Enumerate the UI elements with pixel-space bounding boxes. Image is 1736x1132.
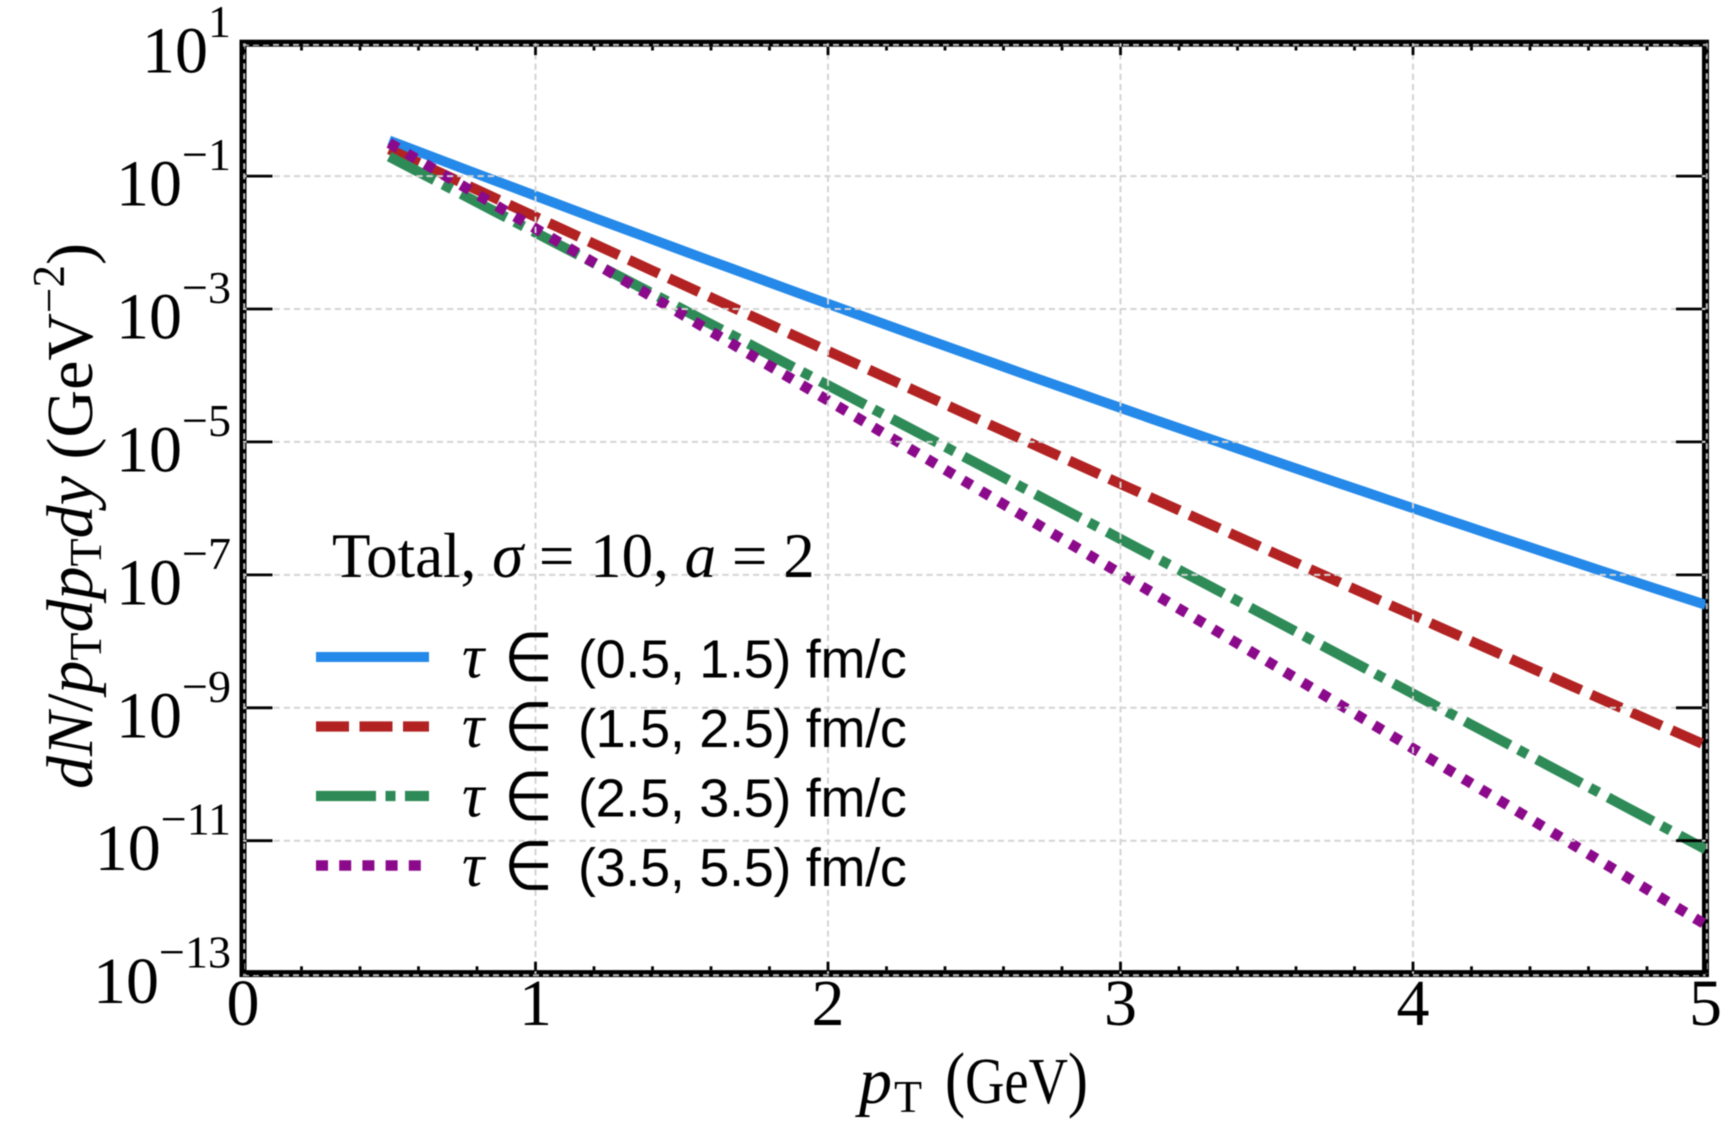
- svg-text:10−9: 10−9: [116, 661, 231, 753]
- svg-text:10−7: 10−7: [116, 528, 231, 620]
- svg-text:τ: τ: [462, 624, 487, 692]
- svg-text:5: 5: [1689, 967, 1722, 1040]
- svg-text:(2.5, 3.5) fm/c: (2.5, 3.5) fm/c: [578, 769, 907, 829]
- svg-text:τ: τ: [462, 693, 487, 761]
- svg-text:10−11: 10−11: [95, 794, 231, 886]
- svg-text:(3.5, 5.5) fm/c: (3.5, 5.5) fm/c: [578, 838, 907, 898]
- svg-text:(0.5, 1.5) fm/c: (0.5, 1.5) fm/c: [578, 630, 907, 690]
- svg-text:4: 4: [1397, 967, 1430, 1040]
- svg-text:10−13: 10−13: [93, 927, 231, 1019]
- svg-text:Total, σ = 10, a = 2: Total, σ = 10, a = 2: [332, 521, 815, 591]
- svg-text:2: 2: [812, 967, 845, 1040]
- svg-text:dN/pTdpTdy (GeV−2): dN/pTdpTdy (GeV−2): [24, 243, 111, 789]
- svg-text:pT: pT: [855, 1045, 922, 1122]
- svg-text:10−5: 10−5: [116, 395, 231, 487]
- svg-text:τ: τ: [462, 763, 487, 831]
- svg-text:(GeV): (GeV): [945, 1038, 1088, 1119]
- svg-text:1: 1: [519, 967, 552, 1040]
- svg-text:101: 101: [142, 0, 231, 88]
- svg-text:10−3: 10−3: [116, 262, 231, 354]
- svg-text:3: 3: [1104, 967, 1137, 1040]
- svg-text:0: 0: [227, 967, 260, 1040]
- svg-text:(1.5, 2.5) fm/c: (1.5, 2.5) fm/c: [578, 699, 907, 759]
- svg-text:τ: τ: [462, 832, 487, 900]
- svg-text:10−1: 10−1: [116, 129, 231, 221]
